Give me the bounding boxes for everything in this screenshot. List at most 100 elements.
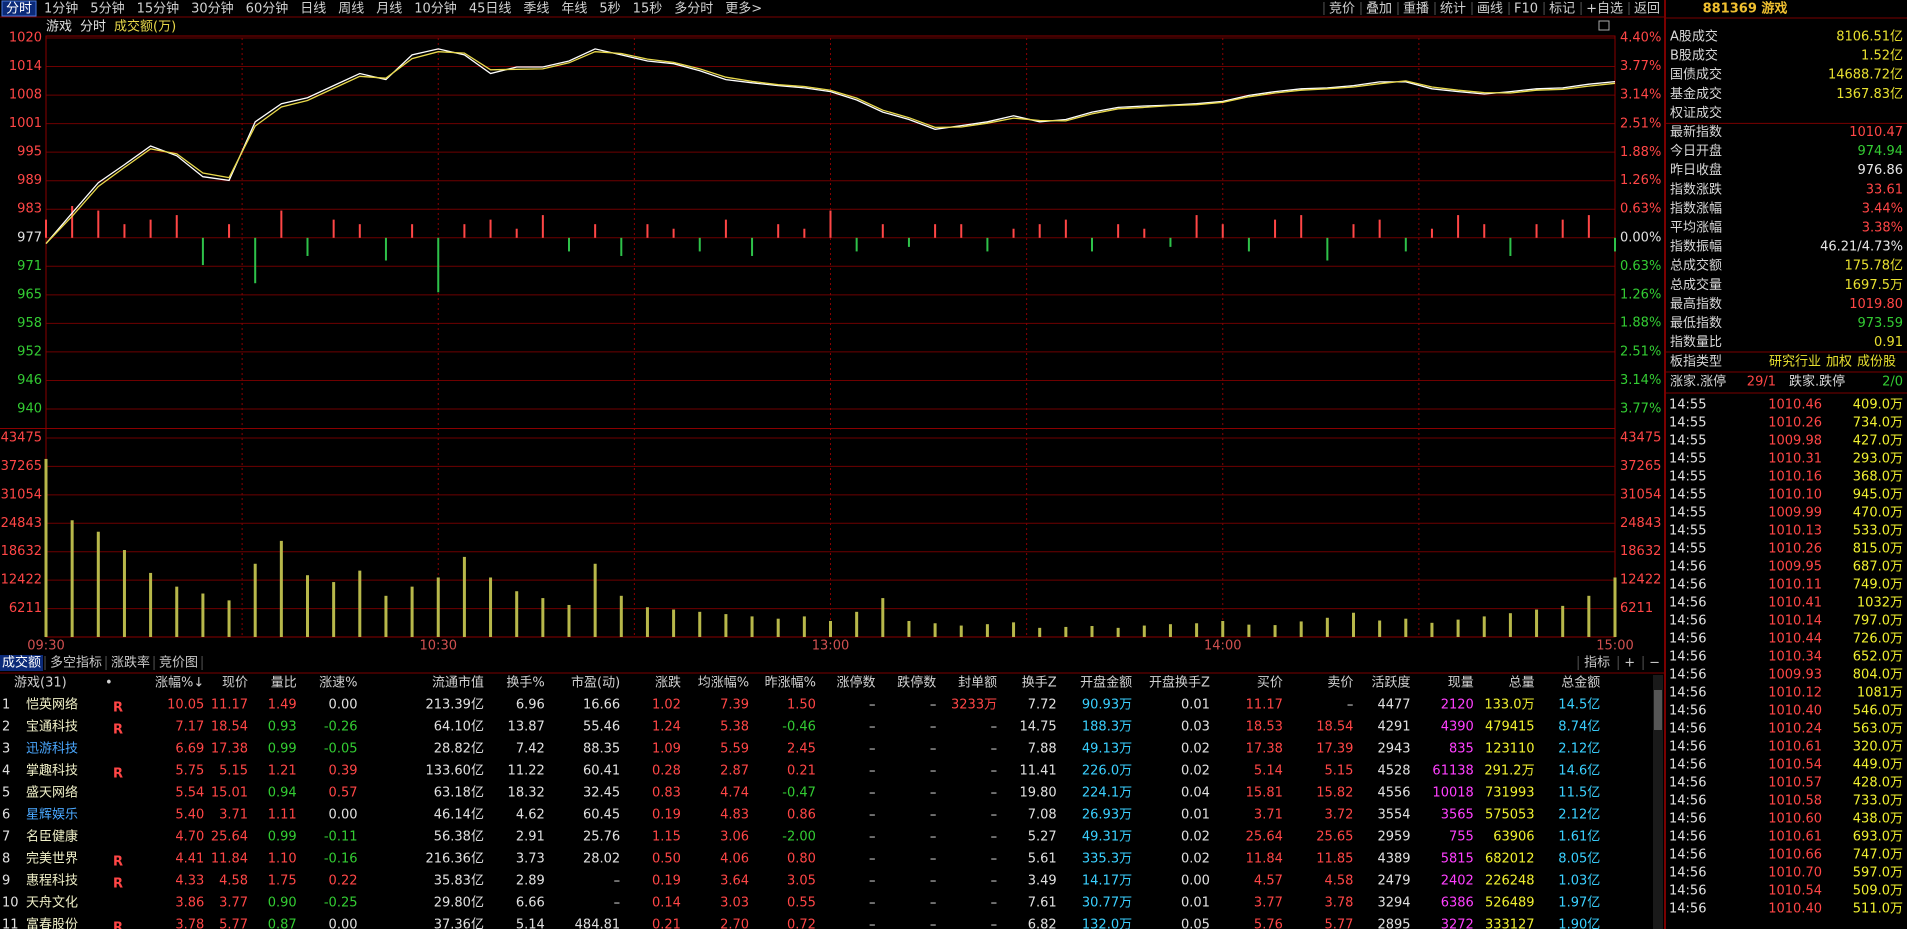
- toolbar-tab[interactable]: 分时: [6, 2, 32, 17]
- tick-volume: 687.0万: [1853, 560, 1903, 575]
- sector-link[interactable]: 加权: [1826, 354, 1852, 370]
- y-tick-label-right: 12422: [1620, 573, 1661, 588]
- change-bar: [777, 224, 780, 238]
- table-header[interactable]: 跌停数: [897, 675, 936, 691]
- table-header[interactable]: 昨涨幅%: [765, 676, 816, 691]
- toolbar-tab[interactable]: 季线: [523, 2, 549, 17]
- tick-price: 1010.11: [1768, 578, 1822, 593]
- stock-name[interactable]: 天舟文化: [26, 896, 78, 911]
- toolbar-button[interactable]: 返回: [1634, 2, 1660, 17]
- indicator-button[interactable]: −: [1649, 656, 1660, 671]
- table-cell: –: [930, 808, 937, 823]
- sector-link[interactable]: 研究行业: [1769, 355, 1821, 370]
- table-header[interactable]: 总金额: [1561, 675, 1600, 691]
- stock-name[interactable]: 宝通科技: [26, 720, 78, 735]
- table-header[interactable]: 总量: [1509, 676, 1535, 691]
- pane-icon[interactable]: [1598, 20, 1610, 31]
- table-header[interactable]: 卖价: [1327, 676, 1353, 691]
- toolbar-button[interactable]: 叠加: [1366, 2, 1392, 17]
- toolbar-tab[interactable]: 多分时: [674, 1, 713, 17]
- table-header[interactable]: 流通市值: [432, 675, 484, 691]
- toolbar-tab[interactable]: 15秒: [633, 2, 663, 17]
- indicator-button[interactable]: +: [1624, 656, 1635, 671]
- tick-volume: 597.0万: [1853, 866, 1903, 881]
- tick-price: 1009.93: [1768, 668, 1822, 683]
- table-cell: –: [930, 852, 937, 867]
- toolbar-tab[interactable]: 60分钟: [246, 1, 289, 17]
- sector-link[interactable]: 成份股: [1857, 355, 1896, 370]
- toolbar-tab[interactable]: 10分钟: [414, 1, 457, 17]
- toolbar-tab[interactable]: 5分钟: [90, 1, 124, 17]
- scrollbar[interactable]: [1653, 675, 1663, 929]
- table-header[interactable]: 现价: [222, 676, 248, 691]
- toolbar-button[interactable]: 重播: [1403, 1, 1429, 17]
- indicator-tab[interactable]: 多空指标: [50, 655, 102, 671]
- toolbar-tab[interactable]: 更多>: [725, 1, 762, 17]
- indicator-tab[interactable]: 涨跌率: [111, 655, 150, 671]
- table-header[interactable]: 活跃度: [1372, 675, 1411, 691]
- stock-name[interactable]: 迅游科技: [26, 742, 78, 757]
- table-header[interactable]: 封单额: [958, 676, 997, 691]
- toolbar-tab[interactable]: 周线: [338, 2, 364, 17]
- table-cell: 13.87: [508, 720, 545, 735]
- toolbar-tab[interactable]: 日线: [300, 2, 326, 17]
- toolbar-button[interactable]: 统计: [1440, 2, 1466, 17]
- table-cell: 4.33: [175, 874, 204, 889]
- table-header[interactable]: 市盈(动): [571, 675, 620, 691]
- toolbar-button[interactable]: +自选: [1586, 2, 1623, 17]
- table-header[interactable]: 买价: [1257, 676, 1283, 691]
- stock-name[interactable]: 完美世界: [26, 852, 78, 867]
- table-header[interactable]: 涨幅%↓: [155, 676, 204, 691]
- toolbar-tab[interactable]: 5秒: [599, 2, 620, 17]
- table-cell: 14.17万: [1082, 874, 1132, 889]
- toolbar-button[interactable]: F10: [1514, 2, 1538, 17]
- table-header[interactable]: 开盘换手Z: [1149, 675, 1210, 691]
- stock-name[interactable]: 名臣健康: [26, 829, 78, 845]
- toolbar-button[interactable]: 画线: [1477, 2, 1503, 17]
- tick-time: 14:56: [1669, 704, 1706, 719]
- table-header[interactable]: 涨停数: [837, 675, 876, 691]
- toolbar-tab[interactable]: 30分钟: [191, 1, 234, 17]
- toolbar-button[interactable]: 标记: [1549, 2, 1575, 17]
- change-bar: [1614, 237, 1616, 252]
- stock-name[interactable]: 星辉娱乐: [26, 808, 78, 823]
- stock-name[interactable]: 掌趣科技: [26, 764, 78, 779]
- table-header[interactable]: 开盘金额: [1080, 675, 1132, 691]
- change-bar: [1587, 215, 1590, 238]
- toolbar-button[interactable]: 竞价: [1329, 1, 1355, 17]
- table-cell: –: [991, 720, 998, 735]
- table-header[interactable]: 换手Z: [1022, 676, 1057, 691]
- tick-price: 1010.41: [1768, 596, 1822, 611]
- table-header[interactable]: 涨速%: [319, 676, 357, 691]
- active-tab: [1, 0, 37, 17]
- toolbar-tab[interactable]: 15分钟: [137, 1, 180, 17]
- table-header[interactable]: 均涨幅%: [698, 676, 749, 691]
- toolbar-tab[interactable]: 1分钟: [44, 1, 78, 17]
- table-header[interactable]: 涨跌: [655, 675, 681, 691]
- toolbar-tab[interactable]: 45日线: [469, 2, 512, 17]
- y-tick-label-right: 18632: [1620, 544, 1661, 559]
- table-cell: 49.31万: [1082, 830, 1132, 845]
- table-header[interactable]: 换手%: [506, 676, 544, 691]
- indicator-tab[interactable]: 成交额: [2, 655, 41, 671]
- y2-tick-label: 2.51%: [1620, 344, 1661, 359]
- change-bar: [280, 210, 283, 238]
- table-cell: 17.38: [211, 742, 248, 757]
- scrollbar-thumb[interactable]: [1654, 690, 1662, 730]
- stock-name[interactable]: 富春股份: [26, 917, 78, 929]
- table-cell: 3.77: [1254, 896, 1283, 911]
- stock-name[interactable]: 惠程科技: [26, 874, 78, 889]
- table-header[interactable]: 现量: [1448, 676, 1474, 691]
- indicator-tab[interactable]: 竞价图: [159, 655, 198, 671]
- indicator-button[interactable]: 指标: [1584, 656, 1610, 671]
- stock-name[interactable]: 盛天网络: [26, 785, 78, 801]
- toolbar-tab[interactable]: 年线: [561, 2, 587, 17]
- stock-name[interactable]: 恺英网络: [26, 697, 78, 713]
- table-cell: 11.22: [508, 764, 545, 779]
- toolbar-tab[interactable]: 月线: [376, 2, 402, 17]
- tick-time: 14:56: [1669, 668, 1706, 683]
- table-cell: 64.10亿: [434, 720, 484, 735]
- table-header[interactable]: 量比: [271, 676, 297, 691]
